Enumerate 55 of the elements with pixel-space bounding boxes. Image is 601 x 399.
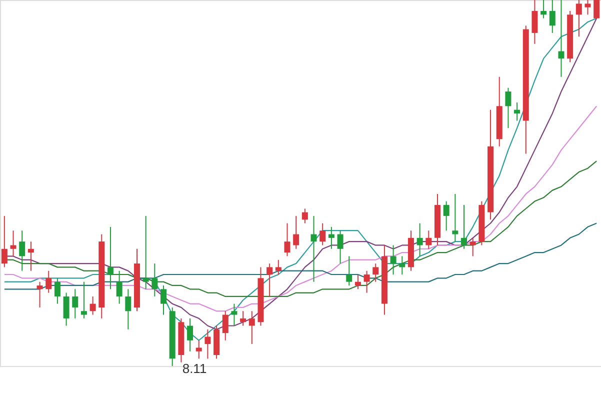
candlestick: [152, 263, 158, 297]
candlestick: [1, 215, 8, 268]
candlestick: [187, 318, 194, 352]
candlestick: [576, 0, 582, 38]
candlestick: [72, 288, 78, 319]
candlestick: [116, 270, 122, 304]
candlestick: [293, 215, 300, 250]
candlestick: [399, 256, 406, 275]
annotation: 8.11: [182, 361, 207, 376]
candlestick: [320, 222, 326, 246]
candlestick: [142, 215, 149, 290]
candlestick: [594, 0, 600, 19]
candlestick: [231, 303, 238, 326]
candlestick: [80, 281, 87, 319]
candlestick: [540, 0, 547, 19]
candlestick: [248, 310, 255, 345]
candlestick: [36, 281, 43, 308]
candlestick: [266, 263, 273, 297]
candlestick: [28, 241, 34, 272]
candlestick: [452, 193, 458, 242]
candlestick: [284, 222, 290, 257]
candlestick: [54, 278, 60, 304]
candlestick: [470, 237, 476, 257]
candlestick: [558, 0, 564, 78]
candlestick: [107, 226, 114, 290]
candlestick: [46, 270, 52, 294]
candlestick: [354, 274, 361, 290]
candlestick: [196, 340, 202, 360]
candlestick: [364, 270, 370, 294]
candlestick: [90, 296, 96, 316]
candlestick: [328, 226, 334, 250]
candlestick: [240, 310, 246, 326]
candlestick: [461, 204, 468, 250]
candlestick: [443, 200, 450, 232]
candlestick: [160, 284, 167, 316]
candlestick: [372, 263, 379, 282]
candlestick: [584, 0, 591, 16]
candlestick: [310, 215, 317, 282]
candlestick: [426, 230, 432, 250]
candlestick: [275, 259, 282, 275]
candlestick: [125, 288, 132, 330]
candlestick: [10, 230, 16, 257]
candlestick: [346, 256, 352, 286]
candlestick: [302, 208, 308, 224]
candlestick: [337, 230, 344, 264]
candlestick: [19, 230, 26, 272]
candlestick: [63, 292, 70, 326]
candlestick: [390, 244, 396, 275]
candlestick: [222, 310, 228, 341]
candlestick: [505, 87, 512, 129]
candlestick: [204, 328, 211, 360]
candlestick: [532, 0, 538, 44]
candlestick: [416, 222, 423, 257]
candlestick: [549, 0, 556, 34]
candlestick: [514, 102, 520, 122]
